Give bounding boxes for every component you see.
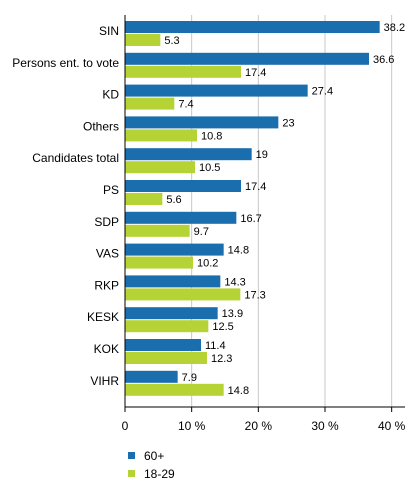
bar xyxy=(125,97,175,110)
value-label: 14.8 xyxy=(228,245,249,257)
bar xyxy=(125,52,369,65)
value-label: 10.5 xyxy=(199,162,220,174)
value-label: 27.4 xyxy=(312,86,333,98)
category-label: Others xyxy=(83,119,119,133)
bar xyxy=(125,193,163,205)
x-tick-label: 40 % xyxy=(378,419,406,433)
bar xyxy=(125,180,241,192)
x-axis: 0 10 % 20 % 30 % 40 % xyxy=(122,15,406,433)
bar xyxy=(125,352,207,364)
value-label: 14.3 xyxy=(224,276,245,288)
legend-label: 60+ xyxy=(144,449,164,463)
x-tick-label: 0 xyxy=(122,419,129,433)
value-label: 16.7 xyxy=(240,213,261,225)
bar xyxy=(125,65,241,78)
value-label: 17.4 xyxy=(245,181,266,193)
category-label: KESK xyxy=(87,310,119,324)
bar xyxy=(125,129,197,142)
bar xyxy=(125,211,237,224)
legend-swatch xyxy=(128,470,135,477)
category-label: KD xyxy=(102,88,119,102)
bar xyxy=(125,243,224,256)
category-label: PS xyxy=(103,183,119,197)
bar xyxy=(125,84,308,97)
bar xyxy=(125,339,201,351)
value-label: 13.9 xyxy=(222,308,243,320)
value-label: 5.3 xyxy=(164,35,179,47)
category-label: VIHR xyxy=(90,374,119,388)
value-label: 9.7 xyxy=(194,226,209,238)
value-label: 10.8 xyxy=(201,130,222,142)
bars xyxy=(125,21,380,396)
legend: 60+ 18-29 xyxy=(128,449,175,481)
value-label: 23 xyxy=(282,117,294,129)
bar xyxy=(125,224,190,237)
category-label: Persons ent. to vote xyxy=(12,56,119,70)
category-label: Candidates total xyxy=(32,151,119,165)
value-label: 7.9 xyxy=(182,372,197,384)
category-label: SIN xyxy=(99,24,119,38)
value-label: 38.2 xyxy=(384,22,405,34)
value-label: 14.8 xyxy=(228,385,249,397)
category-labels: SIN Persons ent. to vote KD Others Candidate… xyxy=(12,24,119,388)
value-labels: 38.2 5.3 36.6 17.4 27.4 7.4 23 10.8 19 10.5 17.4 5.… xyxy=(164,22,405,397)
category-label: RKP xyxy=(94,278,119,292)
legend-swatch xyxy=(128,452,135,459)
category-label: KOK xyxy=(94,342,119,356)
value-label: 11.4 xyxy=(205,340,226,352)
bar xyxy=(125,148,252,161)
category-label: SDP xyxy=(94,215,119,229)
x-tick-label: 20 % xyxy=(245,419,273,433)
value-label: 17.3 xyxy=(244,289,265,301)
bar xyxy=(125,34,161,46)
bar xyxy=(125,161,195,174)
bar xyxy=(125,21,380,33)
value-label: 17.4 xyxy=(245,67,266,79)
value-label: 19 xyxy=(256,149,268,161)
value-label: 12.3 xyxy=(211,353,232,365)
value-label: 10.2 xyxy=(197,258,218,270)
value-label: 7.4 xyxy=(178,99,193,111)
legend-label: 18-29 xyxy=(144,467,175,481)
bar xyxy=(125,256,193,269)
value-label: 12.5 xyxy=(212,321,233,333)
bar xyxy=(125,307,218,320)
category-label: VAS xyxy=(96,247,119,261)
bar xyxy=(125,383,224,396)
value-label: 36.6 xyxy=(373,54,394,66)
bar xyxy=(125,288,241,301)
x-tick-label: 30 % xyxy=(311,419,339,433)
bar xyxy=(125,275,221,288)
bar xyxy=(125,116,279,129)
bar xyxy=(125,370,178,383)
value-label: 5.6 xyxy=(166,194,181,206)
bar xyxy=(125,320,209,333)
x-tick-label: 10 % xyxy=(178,419,206,433)
